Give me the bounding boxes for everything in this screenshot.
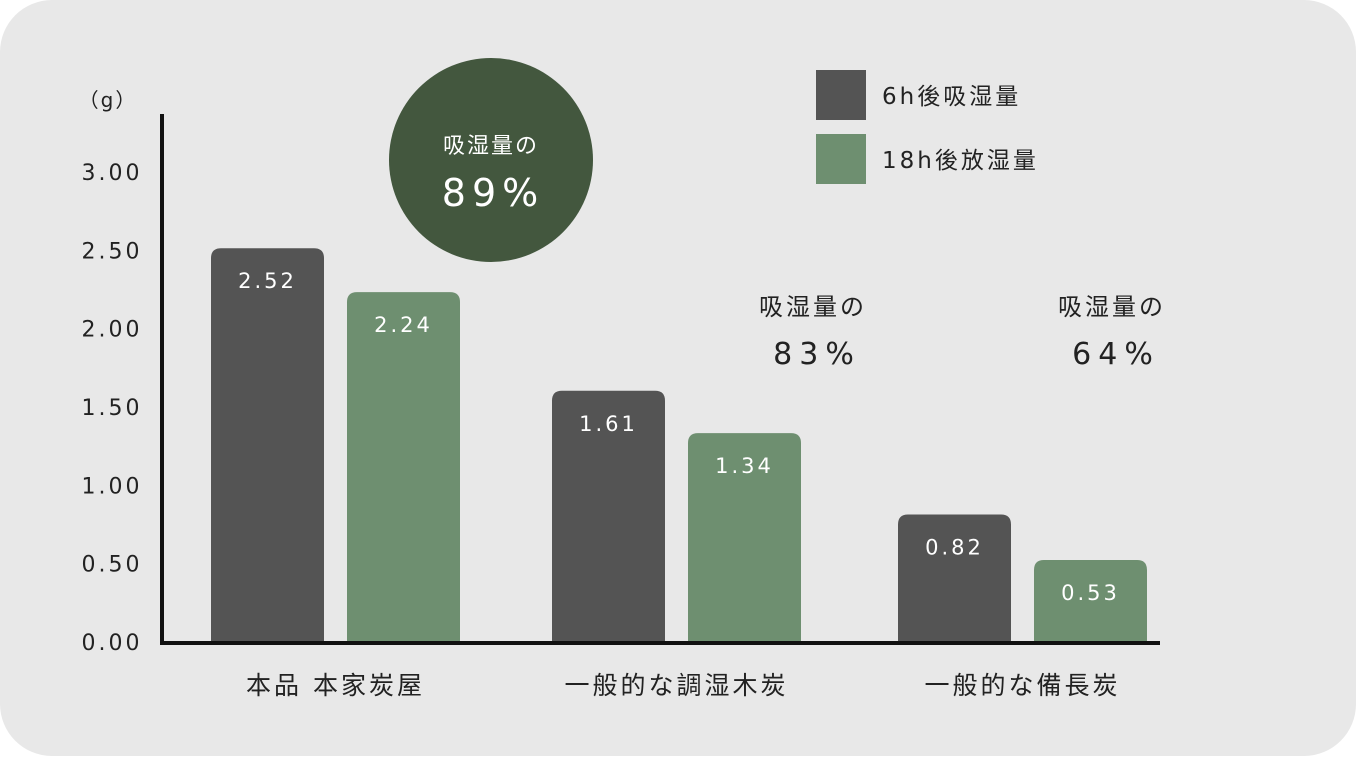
- ratio-value: 64%: [1072, 337, 1160, 372]
- y-tick-label: 1.50: [82, 396, 143, 421]
- category-label: 本品 本家炭屋: [246, 671, 425, 700]
- y-tick-label: 0.00: [82, 631, 143, 656]
- ratio-caption: 吸湿量の: [759, 293, 867, 321]
- y-tick-label: 2.00: [82, 318, 143, 343]
- legend-label: 18h後放湿量: [882, 148, 1039, 174]
- bar-value-label: 0.53: [1061, 581, 1120, 605]
- bar: [347, 292, 460, 643]
- y-tick-label: 3.00: [82, 161, 143, 186]
- y-unit-label: （g）: [79, 88, 138, 112]
- y-tick-label: 2.50: [82, 239, 143, 264]
- bar-value-label: 2.24: [374, 313, 433, 337]
- ratio-badge: [389, 58, 593, 262]
- legend-swatch: [816, 134, 866, 184]
- ratio-caption: 吸湿量の: [443, 134, 539, 159]
- legend-label: 6h後吸湿量: [882, 84, 1021, 110]
- bar-value-label: 2.52: [238, 269, 297, 293]
- bar-value-label: 1.34: [715, 454, 774, 478]
- ratio-value: 89%: [442, 171, 544, 215]
- bar: [552, 390, 665, 643]
- bar: [898, 514, 1011, 643]
- ratio-value: 83%: [773, 337, 861, 372]
- category-label: 一般的な備長炭: [924, 671, 1120, 700]
- bar: [211, 248, 324, 643]
- legend-swatch: [816, 70, 866, 120]
- bar-value-label: 0.82: [925, 536, 984, 560]
- bar: [688, 433, 801, 643]
- bar-value-label: 1.61: [579, 412, 638, 436]
- y-tick-label: 0.50: [82, 553, 143, 578]
- category-label: 一般的な調湿木炭: [564, 671, 788, 700]
- bar: [1034, 559, 1147, 643]
- y-tick-label: 1.00: [82, 474, 143, 499]
- ratio-caption: 吸湿量の: [1058, 293, 1166, 321]
